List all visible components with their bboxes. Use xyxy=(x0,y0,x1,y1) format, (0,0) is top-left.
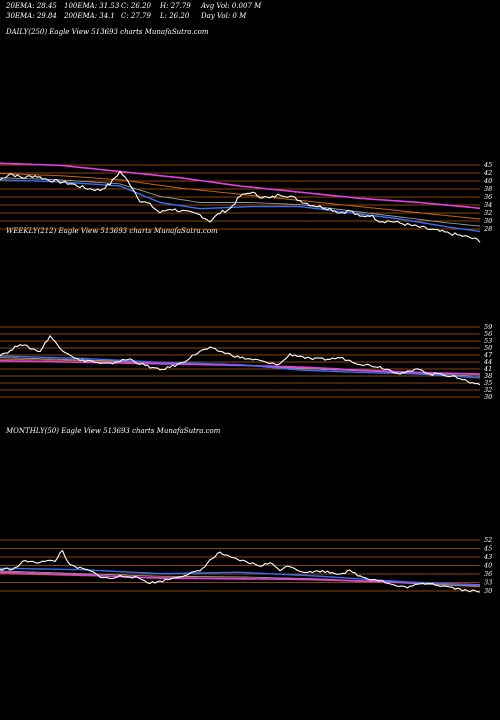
y-tick-label: 32 xyxy=(484,209,492,217)
y-tick-label: 40 xyxy=(483,177,492,185)
y-tick-label: 38 xyxy=(484,185,492,193)
y-tick-label: 44 xyxy=(483,358,492,366)
header-100ema: 100EMA: 31.53 xyxy=(64,2,120,10)
header-low: L: 26.20 xyxy=(159,12,190,20)
y-tick-label: 41 xyxy=(483,365,492,373)
y-tick-label: 53 xyxy=(484,337,492,345)
y-tick-label: 30 xyxy=(484,393,492,401)
y-tick-label: 43 xyxy=(483,553,492,561)
y-tick-label: 59 xyxy=(484,323,492,331)
y-tick-label: 28 xyxy=(483,225,492,233)
monthly-panel-title: MONTHLY(50) Eagle View 513693 charts Mun… xyxy=(5,427,221,435)
y-tick-label: 47 xyxy=(483,351,493,359)
y-tick-label: 38 xyxy=(484,372,492,380)
y-tick-label: 40 xyxy=(483,562,492,570)
y-tick-label: 36 xyxy=(484,570,492,578)
y-tick-label: 52 xyxy=(484,536,492,544)
header-30ema: 30EMA: 29.84 xyxy=(6,12,57,20)
y-tick-label: 35 xyxy=(484,379,492,387)
header-close: C: 26.20 xyxy=(121,2,152,10)
header-day-vol: Day Vol: 0 M xyxy=(200,12,247,20)
ema-pink-line xyxy=(0,359,481,375)
ema-blue-line xyxy=(0,567,481,587)
y-tick-label: 45 xyxy=(483,545,492,553)
y-tick-label: 30 xyxy=(484,587,492,595)
ema-orange-line xyxy=(0,173,481,220)
header-open: C: 27.79 xyxy=(121,12,152,20)
header-avg-vol: Avg Vol: 0.007 M xyxy=(200,2,262,10)
y-tick-label: 36 xyxy=(484,193,492,201)
y-tick-label: 56 xyxy=(484,330,492,338)
ema-pink-line xyxy=(0,162,481,210)
y-tick-label: 34 xyxy=(484,201,492,209)
price-line xyxy=(0,335,481,386)
price-line xyxy=(0,550,481,593)
y-tick-label: 42 xyxy=(483,169,492,177)
daily-panel-title: DAILY(250) Eagle View 513693 charts Muna… xyxy=(5,28,209,36)
y-tick-label: 50 xyxy=(484,344,492,352)
header-high: H: 27.79 xyxy=(159,2,191,10)
ema-blue-line xyxy=(0,179,481,233)
y-tick-label: 32 xyxy=(484,386,492,394)
y-tick-label: 33 xyxy=(484,579,492,587)
y-tick-label: 45 xyxy=(483,161,492,169)
header-indicators: 20EMA: 28.45 100EMA: 31.53 C: 26.20 H: 2… xyxy=(5,2,262,20)
y-tick-label: 30 xyxy=(484,217,492,225)
price-line xyxy=(0,170,481,243)
weekly-panel-title: WEEKLY(212) Eagle View 513693 charts Mun… xyxy=(6,227,218,235)
ema-orange-line xyxy=(0,573,481,588)
header-20ema: 20EMA: 28.45 xyxy=(5,2,57,10)
header-200ema: 200EMA: 34.1 xyxy=(63,12,115,20)
ema-gray-line xyxy=(0,177,481,227)
